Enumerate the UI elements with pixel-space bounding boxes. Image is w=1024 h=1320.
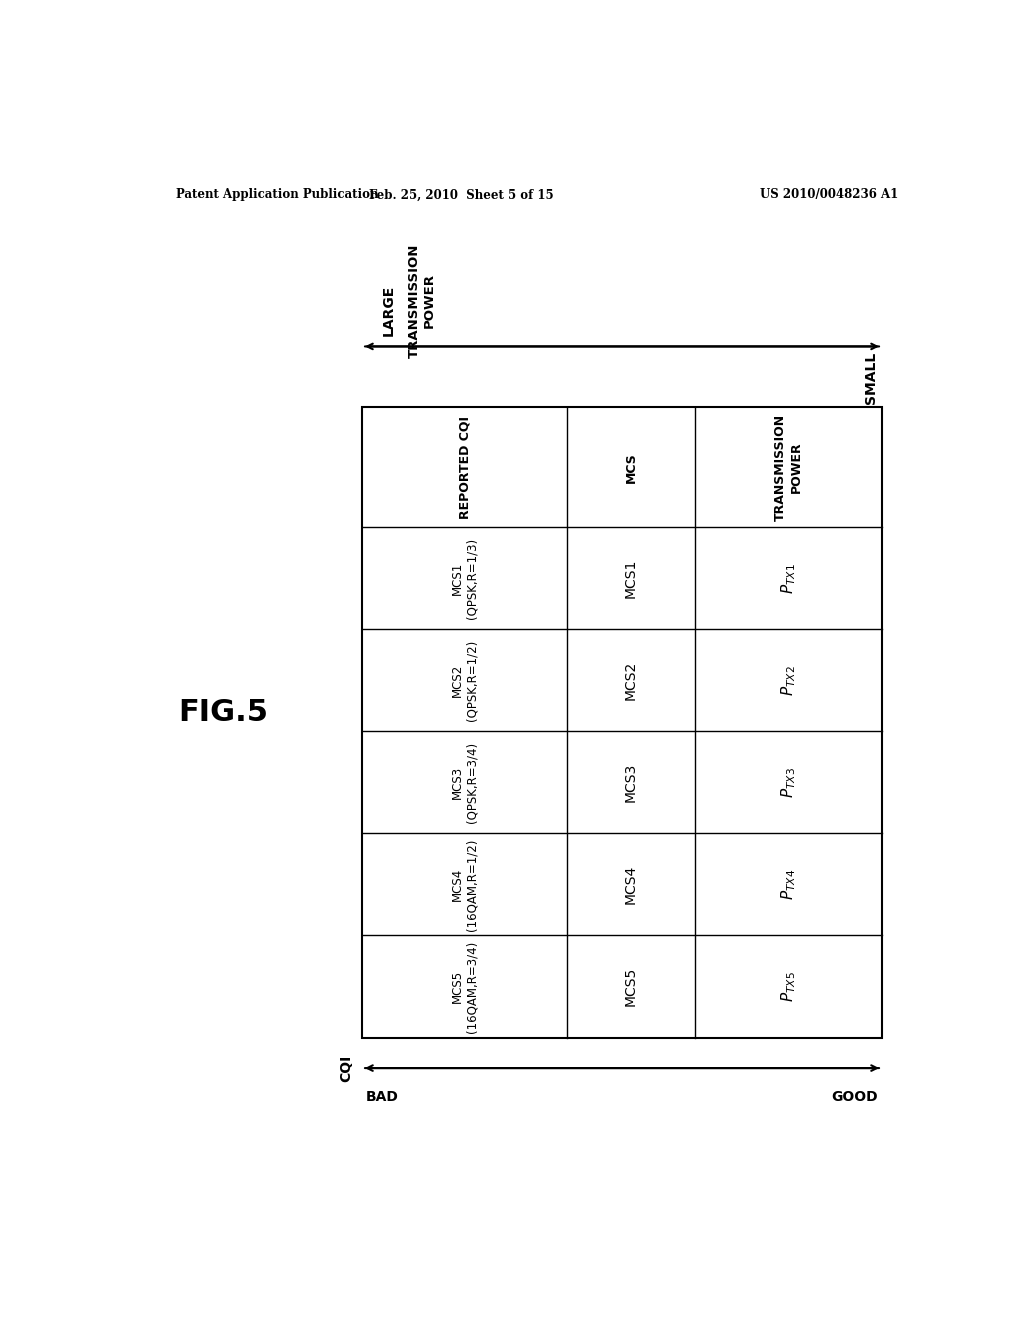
Bar: [362, 408, 882, 1038]
Text: MCS2: MCS2: [624, 660, 638, 700]
Text: $\mathit{P}_{TX1}$: $\mathit{P}_{TX1}$: [779, 562, 798, 594]
Text: CQI: CQI: [339, 1055, 353, 1081]
Text: MCS4
(16QAM,R=1/2): MCS4 (16QAM,R=1/2): [451, 838, 479, 931]
Text: BAD: BAD: [367, 1090, 399, 1105]
Text: MCS1: MCS1: [624, 558, 638, 598]
Text: TRANSMISSION
POWER: TRANSMISSION POWER: [408, 243, 435, 358]
Text: MCS: MCS: [625, 451, 638, 483]
Text: TRANSMISSION
POWER: TRANSMISSION POWER: [774, 413, 803, 521]
Text: $\mathit{P}_{TX2}$: $\mathit{P}_{TX2}$: [779, 665, 798, 696]
Text: MCS3
(QPSK,R=3/4): MCS3 (QPSK,R=3/4): [451, 742, 479, 822]
Text: REPORTED CQI: REPORTED CQI: [459, 416, 471, 519]
Text: LARGE: LARGE: [382, 285, 396, 337]
Text: Patent Application Publication: Patent Application Publication: [176, 189, 378, 202]
Text: MCS5: MCS5: [624, 968, 638, 1006]
Text: Feb. 25, 2010  Sheet 5 of 15: Feb. 25, 2010 Sheet 5 of 15: [369, 189, 554, 202]
Text: $\mathit{P}_{TX3}$: $\mathit{P}_{TX3}$: [779, 767, 798, 797]
Text: $\mathit{P}_{TX5}$: $\mathit{P}_{TX5}$: [779, 972, 798, 1002]
Text: SMALL: SMALL: [864, 351, 878, 404]
Text: GOOD: GOOD: [831, 1090, 878, 1105]
Text: MCS5
(16QAM,R=3/4): MCS5 (16QAM,R=3/4): [451, 940, 479, 1032]
Text: MCS2
(QPSK,R=1/2): MCS2 (QPSK,R=1/2): [451, 640, 479, 721]
Text: MCS4: MCS4: [624, 865, 638, 904]
Text: $\mathit{P}_{TX4}$: $\mathit{P}_{TX4}$: [779, 869, 798, 900]
Text: FIG.5: FIG.5: [178, 698, 268, 727]
Text: MCS1
(QPSK,R=1/3): MCS1 (QPSK,R=1/3): [451, 537, 479, 619]
Text: US 2010/0048236 A1: US 2010/0048236 A1: [760, 189, 898, 202]
Text: MCS3: MCS3: [624, 763, 638, 803]
